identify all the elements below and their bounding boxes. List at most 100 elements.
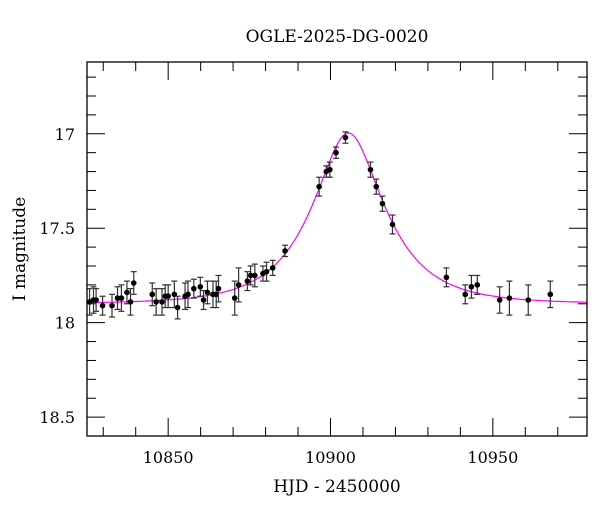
- data-point: [367, 161, 374, 178]
- point-marker: [124, 289, 130, 296]
- data-point: [547, 280, 554, 309]
- data-point: [389, 214, 396, 235]
- point-marker: [235, 282, 242, 288]
- x-axis-label: HJD - 2450000: [273, 477, 401, 497]
- data-point: [127, 288, 134, 316]
- point-marker: [149, 291, 156, 298]
- y-axis-label: I magnitude: [10, 197, 30, 301]
- point-marker: [389, 221, 396, 228]
- point-marker: [153, 299, 159, 305]
- data-point: [130, 271, 137, 295]
- x-tick-label: 10950: [467, 448, 518, 467]
- plot-frame: [86, 61, 588, 437]
- y-tick-label: 17: [55, 125, 75, 144]
- point-marker: [191, 285, 197, 292]
- data-point: [93, 288, 100, 312]
- point-marker: [342, 134, 349, 141]
- model-curve: [86, 132, 587, 304]
- data-point: [159, 288, 165, 316]
- data-point: [213, 280, 220, 309]
- point-marker: [496, 297, 503, 303]
- point-marker: [197, 283, 204, 290]
- data-point: [333, 146, 340, 159]
- point-marker: [200, 297, 207, 303]
- point-marker: [379, 200, 386, 207]
- point-marker: [204, 289, 211, 296]
- data-point: [204, 280, 211, 305]
- data-point: [235, 267, 242, 303]
- point-marker: [327, 166, 333, 173]
- point-marker: [231, 295, 238, 301]
- point-marker: [443, 274, 450, 281]
- data-point: [184, 280, 191, 309]
- y-tick-label: 18: [55, 314, 75, 333]
- point-marker: [247, 272, 254, 279]
- point-marker: [109, 302, 115, 309]
- data-point: [316, 176, 323, 197]
- data-point: [165, 284, 172, 309]
- point-marker: [316, 183, 322, 190]
- data-point: [342, 131, 349, 144]
- data-point: [118, 284, 125, 312]
- chart-title: OGLE-2025-DG-0020: [246, 27, 429, 47]
- data-point: [251, 263, 258, 288]
- point-marker: [269, 265, 276, 271]
- point-marker: [159, 299, 165, 305]
- data-point: [190, 278, 197, 299]
- data-point: [247, 265, 254, 286]
- data-point: [379, 195, 386, 212]
- data-point: [474, 274, 481, 295]
- point-marker: [130, 280, 137, 286]
- data-point: [153, 288, 160, 316]
- data-point: [114, 286, 121, 311]
- point-marker: [99, 302, 106, 309]
- point-marker: [468, 283, 475, 290]
- data-point: [506, 280, 513, 316]
- data-point: [215, 274, 222, 303]
- data-point: [109, 293, 115, 318]
- point-marker: [474, 282, 481, 288]
- point-marker: [215, 285, 222, 292]
- point-marker: [165, 293, 171, 300]
- point-marker: [333, 149, 339, 156]
- data-points-group: [86, 131, 554, 320]
- point-marker: [127, 299, 134, 305]
- point-marker: [118, 295, 125, 301]
- x-tick-label: 10900: [305, 448, 356, 467]
- data-point: [99, 295, 106, 316]
- point-marker: [263, 268, 270, 275]
- point-marker: [547, 291, 554, 298]
- point-marker: [525, 297, 532, 303]
- point-marker: [373, 183, 380, 190]
- x-tick-label: 10850: [143, 448, 194, 467]
- data-point: [263, 261, 270, 282]
- data-point: [182, 282, 189, 311]
- data-point: [468, 274, 475, 299]
- data-point: [231, 280, 238, 316]
- point-marker: [367, 166, 374, 173]
- data-point: [326, 161, 333, 178]
- data-point: [197, 276, 204, 297]
- y-tick-label: 18.5: [39, 408, 75, 427]
- data-point: [443, 267, 450, 288]
- point-marker: [462, 291, 469, 298]
- data-point: [462, 284, 469, 305]
- point-marker: [174, 304, 181, 311]
- point-marker: [244, 278, 251, 284]
- y-tick-label: 17.5: [39, 219, 75, 238]
- model-curve-group: [86, 132, 587, 304]
- point-marker: [506, 295, 513, 301]
- point-marker: [282, 248, 288, 254]
- point-marker: [213, 291, 220, 298]
- data-point: [323, 165, 330, 178]
- data-point: [496, 286, 503, 314]
- data-point: [525, 284, 532, 316]
- data-point: [373, 178, 380, 195]
- data-point: [149, 282, 156, 307]
- data-point: [174, 295, 181, 320]
- point-marker: [252, 272, 258, 279]
- data-point: [269, 259, 276, 277]
- point-marker: [185, 291, 191, 298]
- axis-ticks: 10850 10900 10950 17 17.5 18 18.5: [39, 62, 587, 467]
